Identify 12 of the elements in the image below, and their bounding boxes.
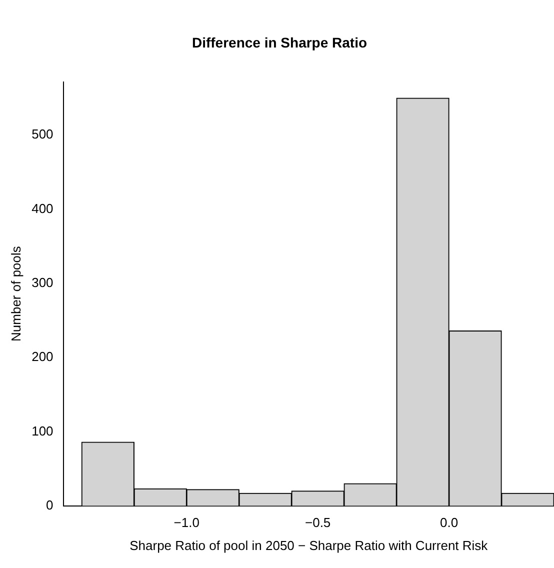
y-tick-label: 100 (32, 423, 54, 438)
chart-title: Difference in Sharpe Ratio (192, 34, 368, 50)
x-tick-label: 0.0 (440, 515, 458, 530)
y-tick-label: 400 (32, 200, 54, 216)
x-tick-label: −0.5 (304, 515, 331, 530)
y-axis-title: Number of pools (8, 246, 24, 342)
y-tick-label: 0 (46, 497, 54, 512)
y-tick-label: 300 (32, 275, 54, 290)
x-axis-title: Sharpe Ratio of pool in 2050 − Sharpe Ratio with Current Risk (130, 538, 488, 553)
x-tick-label: −1.0 (174, 515, 200, 530)
y-tick-label: 200 (32, 349, 54, 364)
y-tick-label: 500 (32, 126, 54, 142)
